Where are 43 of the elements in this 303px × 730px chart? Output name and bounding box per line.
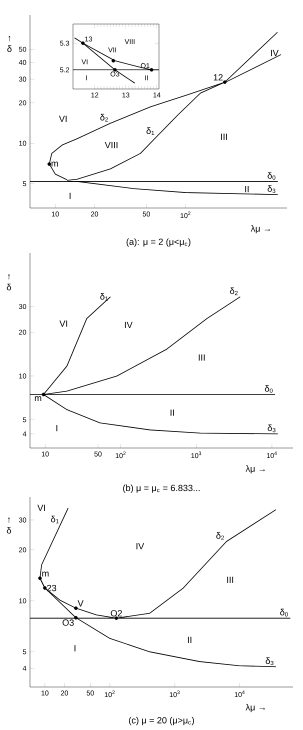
annotation: 12 [214, 74, 223, 80]
series-label: δ$_{1}$ [146, 127, 154, 135]
annotation: VIII [104, 142, 118, 148]
series-label: δ$_{3}$ [268, 424, 276, 432]
text: (c) μ = 20 (μ>μ$_{c}$) [129, 716, 194, 726]
series-label: δ$_{2}$ [216, 532, 224, 540]
annotation: VI [37, 504, 46, 511]
annotation: m [42, 572, 49, 576]
annotation: O2 [110, 610, 122, 616]
annotation: IV [124, 322, 133, 328]
annotation: VI [58, 116, 67, 122]
series-label: δ$_{3}$ [268, 185, 276, 193]
annotation: IV [270, 50, 279, 56]
series-label: δ$_{0}$ [264, 385, 273, 393]
x-axis-title: λμ → [246, 465, 265, 474]
series-label: δ$_{2}$ [230, 287, 238, 296]
series-label: δ$_{3}$ [266, 657, 274, 666]
annotation: VI [59, 320, 68, 327]
y-axis-title: ↑ δ [6, 274, 12, 290]
annotation: III [227, 576, 234, 583]
annotation: O3 [62, 619, 74, 626]
x-axis-title: λμ → [250, 225, 270, 234]
annotation: I [70, 192, 71, 199]
annotation: V [78, 600, 84, 606]
annotation: m [34, 396, 42, 402]
text: (b) μ = μ$_{c}$ = 6.833... [123, 484, 200, 493]
y-axis-title: ↑ δ [6, 517, 12, 534]
annotation: I [74, 645, 76, 652]
annotation: II [245, 186, 249, 192]
series-label: δ$_{2}$ [100, 114, 108, 122]
annotation: IV [136, 543, 144, 550]
series-label: δ$_{0}$ [268, 172, 276, 180]
annotation: III [221, 134, 227, 140]
annotation: II [170, 410, 174, 416]
x-axis-title: λμ → [246, 704, 265, 712]
series-label: δ$_{1}$ [50, 516, 59, 524]
series-label: δ$_{0}$ [280, 608, 288, 616]
text: (a): μ = 2 (μ<μ$_{c}$) [126, 238, 190, 247]
y-axis-title: ↑ δ [7, 36, 12, 52]
annotation: I [56, 425, 58, 432]
annotation: III [198, 354, 205, 361]
annotation: m [52, 162, 58, 167]
annotation: II [188, 636, 192, 643]
